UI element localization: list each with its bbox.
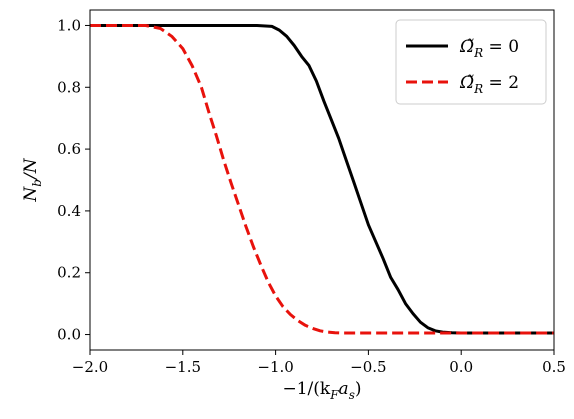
series-line-0 xyxy=(90,24,554,335)
y-tick-label: 0.0 xyxy=(57,326,81,344)
legend-symbol: Ω̃ xyxy=(459,73,474,93)
legend-box xyxy=(395,19,547,105)
x-tick-label: −0.5 xyxy=(350,358,386,376)
ticks-layer: −2.0 −1.5 −1.0 −0.5 0.0 0.5 0.0 0.2 0.4 0.6 0.8 1.0 xyxy=(57,16,566,376)
legend-entry-black: Ω̃R = 0 xyxy=(459,37,519,60)
y-tick-label: 1.0 xyxy=(57,16,81,34)
x-tick-label: −1.5 xyxy=(165,358,201,376)
series-line-1 xyxy=(90,24,554,335)
y-tick-label: 0.6 xyxy=(57,140,81,158)
y-axis-label: Nb/N xyxy=(21,157,44,202)
legend: Ω̃R = 0 Ω̃R = 2 xyxy=(395,19,547,105)
legend-value: = 2 xyxy=(483,73,519,93)
x-axis-label: −1/(kFas) xyxy=(282,379,361,402)
plot-frame xyxy=(89,9,555,351)
legend-subscript: R xyxy=(473,46,483,60)
y-tick-label: 0.4 xyxy=(57,202,81,220)
legend-subscript: R xyxy=(473,82,483,96)
x-tick-label: −2.0 xyxy=(72,358,108,376)
x-tick-label: 0.5 xyxy=(542,358,566,376)
legend-symbol: Ω̃ xyxy=(459,37,474,57)
legend-value: = 0 xyxy=(483,37,519,57)
legend-entry-red: Ω̃R = 2 xyxy=(459,73,519,96)
x-tick-label: 0.0 xyxy=(449,358,473,376)
y-tick-label: 0.2 xyxy=(57,264,81,282)
x-tick-label: −1.0 xyxy=(257,358,293,376)
series-layer xyxy=(90,24,554,335)
y-tick-label: 0.8 xyxy=(57,78,81,96)
